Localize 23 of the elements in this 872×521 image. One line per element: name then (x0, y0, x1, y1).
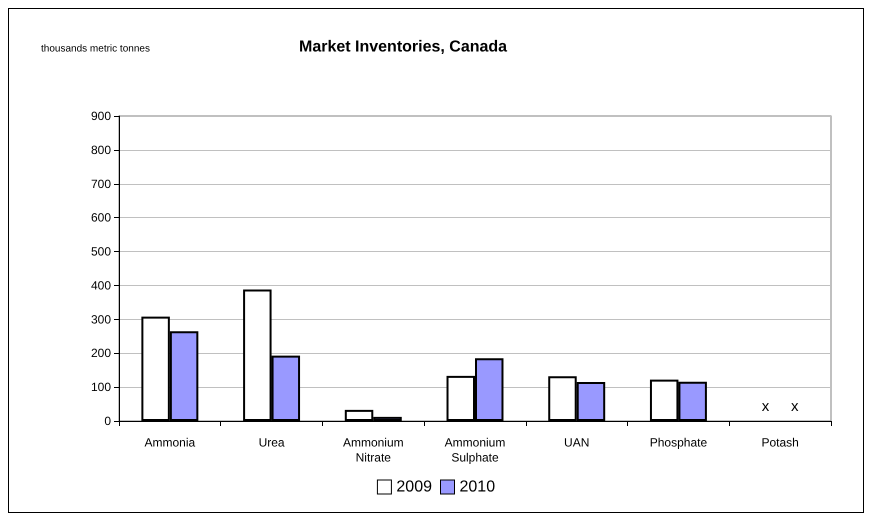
text: thousands metric tonnes (41, 44, 150, 54)
text: x (790, 398, 798, 415)
x-tick-label: Potash (761, 436, 799, 450)
y-tick-label: 700 (90, 176, 112, 191)
y-tick-label: 500 (90, 244, 112, 259)
x-tick-label: Ammonium Nitrate (342, 436, 404, 464)
x-tick-label: Urea (258, 436, 285, 450)
legend-label: 2009 (396, 478, 432, 496)
chart-title: Market Inventories, Canada (299, 38, 508, 56)
text: x (762, 398, 770, 415)
y-tick-label: 300 (90, 312, 112, 326)
y-tick-label: 0 (104, 414, 112, 428)
x-tick-label: Ammonium Sulphate (444, 436, 506, 464)
y-tick-label: 100 (90, 380, 112, 394)
x-tick-label: Phosphate (650, 436, 708, 450)
legend-label: 2010 (460, 478, 496, 496)
x-tick-label: Ammonia (144, 436, 196, 450)
y-tick-label: 200 (90, 346, 112, 360)
y-tick-label: 900 (90, 109, 112, 123)
y-tick-label: 800 (90, 142, 112, 157)
y-tick-label: 600 (90, 210, 112, 225)
y-tick-label: 400 (90, 278, 112, 292)
x-tick-label: UAN (564, 436, 590, 450)
